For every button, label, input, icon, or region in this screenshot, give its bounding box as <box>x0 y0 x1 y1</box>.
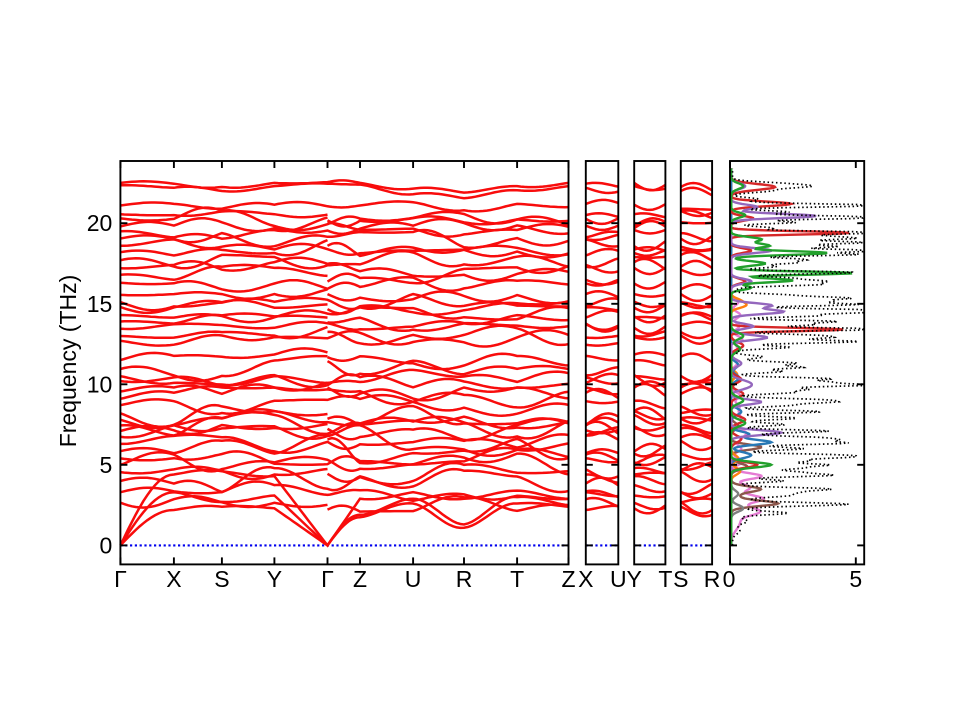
svg-text:Γ: Γ <box>114 566 127 592</box>
svg-text:R: R <box>456 566 473 592</box>
svg-text:20: 20 <box>87 210 113 236</box>
svg-text:10: 10 <box>87 371 113 397</box>
svg-text:T: T <box>658 566 672 592</box>
svg-text:Z: Z <box>561 566 575 592</box>
svg-text:U: U <box>610 566 627 592</box>
svg-text:Γ: Γ <box>321 566 334 592</box>
svg-text:15: 15 <box>87 291 113 317</box>
svg-text:S: S <box>214 566 229 592</box>
svg-text:0: 0 <box>100 532 113 558</box>
svg-text:S: S <box>673 566 688 592</box>
svg-text:Y: Y <box>627 566 642 592</box>
svg-text:0: 0 <box>723 566 736 592</box>
svg-text:Frequency (THz): Frequency (THz) <box>55 275 81 448</box>
svg-text:X: X <box>578 566 593 592</box>
svg-text:X: X <box>166 566 181 592</box>
svg-text:5: 5 <box>849 566 862 592</box>
svg-text:T: T <box>510 566 524 592</box>
svg-text:R: R <box>704 566 721 592</box>
svg-text:5: 5 <box>100 452 113 478</box>
svg-text:Y: Y <box>267 566 282 592</box>
svg-text:Z: Z <box>353 566 367 592</box>
svg-text:U: U <box>405 566 422 592</box>
